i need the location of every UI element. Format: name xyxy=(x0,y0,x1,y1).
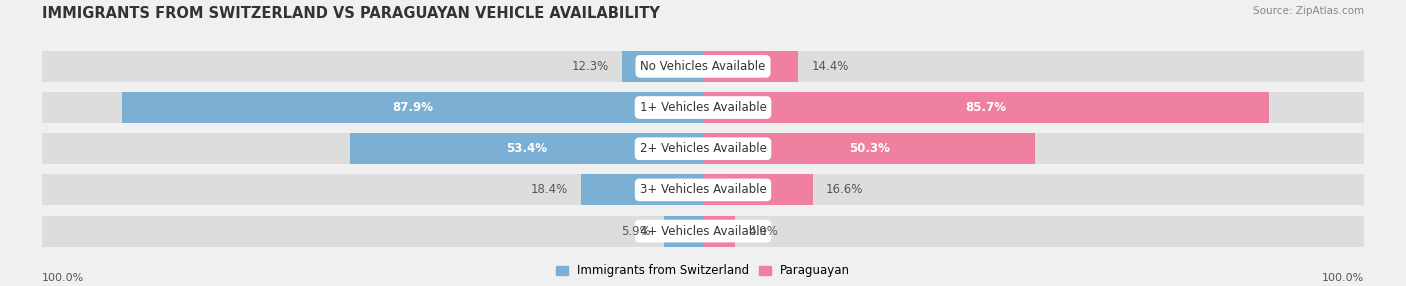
Bar xyxy=(621,51,703,82)
Bar xyxy=(122,92,703,123)
Legend: Immigrants from Switzerland, Paraguayan: Immigrants from Switzerland, Paraguayan xyxy=(555,264,851,277)
Text: No Vehicles Available: No Vehicles Available xyxy=(640,60,766,73)
Bar xyxy=(42,133,1364,164)
Text: 5.9%: 5.9% xyxy=(621,225,651,238)
Text: 4+ Vehicles Available: 4+ Vehicles Available xyxy=(640,225,766,238)
Bar xyxy=(582,174,703,205)
Text: Source: ZipAtlas.com: Source: ZipAtlas.com xyxy=(1253,6,1364,16)
Text: 14.4%: 14.4% xyxy=(811,60,849,73)
Text: 87.9%: 87.9% xyxy=(392,101,433,114)
Text: 12.3%: 12.3% xyxy=(571,60,609,73)
Text: 85.7%: 85.7% xyxy=(966,101,1007,114)
Text: 2+ Vehicles Available: 2+ Vehicles Available xyxy=(640,142,766,155)
Bar xyxy=(703,51,799,82)
Text: 4.9%: 4.9% xyxy=(748,225,779,238)
Text: 16.6%: 16.6% xyxy=(825,183,863,196)
Text: 100.0%: 100.0% xyxy=(42,273,84,283)
Bar xyxy=(42,92,1364,123)
Bar xyxy=(703,133,1035,164)
Text: 53.4%: 53.4% xyxy=(506,142,547,155)
Bar xyxy=(42,216,1364,247)
Bar xyxy=(703,174,813,205)
Text: 3+ Vehicles Available: 3+ Vehicles Available xyxy=(640,183,766,196)
Bar xyxy=(703,216,735,247)
Bar xyxy=(42,51,1364,82)
Text: 18.4%: 18.4% xyxy=(531,183,568,196)
Bar xyxy=(42,174,1364,205)
Bar xyxy=(703,92,1270,123)
Bar xyxy=(664,216,703,247)
Text: 100.0%: 100.0% xyxy=(1322,273,1364,283)
Text: 50.3%: 50.3% xyxy=(849,142,890,155)
Text: 1+ Vehicles Available: 1+ Vehicles Available xyxy=(640,101,766,114)
Text: IMMIGRANTS FROM SWITZERLAND VS PARAGUAYAN VEHICLE AVAILABILITY: IMMIGRANTS FROM SWITZERLAND VS PARAGUAYA… xyxy=(42,6,659,21)
Bar xyxy=(350,133,703,164)
